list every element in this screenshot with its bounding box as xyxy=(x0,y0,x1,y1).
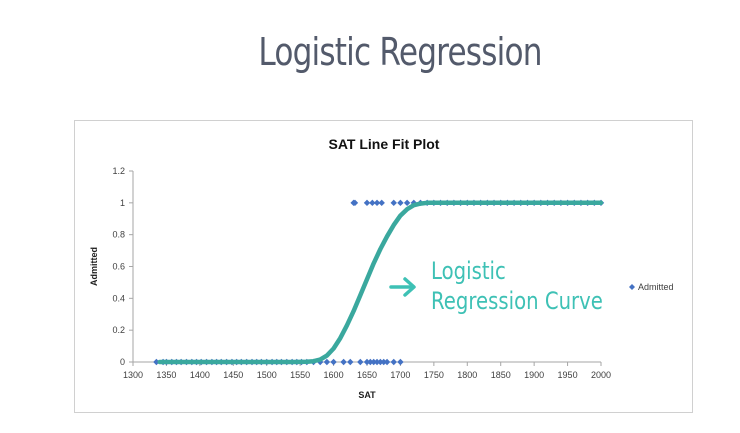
x-tick-label: 1850 xyxy=(491,370,511,380)
x-tick-label: 1550 xyxy=(290,370,310,380)
x-tick-label: 1750 xyxy=(424,370,444,380)
data-point xyxy=(153,358,160,366)
data-point xyxy=(378,199,385,207)
legend-label: Admitted xyxy=(638,282,674,292)
y-tick-label: 0.6 xyxy=(112,262,125,272)
y-tick-label: 0.4 xyxy=(112,293,125,303)
logistic-curve xyxy=(157,200,604,365)
slide-title: Logistic Regression xyxy=(258,30,542,74)
x-tick-label: 1450 xyxy=(223,370,243,380)
data-point xyxy=(390,358,397,366)
data-point xyxy=(357,358,364,366)
x-tick-label: 1300 xyxy=(123,370,143,380)
data-point xyxy=(340,358,347,366)
chart-title: SAT Line Fit Plot xyxy=(329,136,440,152)
y-axis-title: Admitted xyxy=(89,247,99,286)
data-point xyxy=(367,358,374,366)
data-point xyxy=(323,358,331,366)
data-point xyxy=(369,199,376,207)
data-point xyxy=(370,358,377,366)
data-point xyxy=(373,199,381,207)
x-tick-label: 1650 xyxy=(357,370,377,380)
data-point xyxy=(363,358,371,366)
data-point xyxy=(383,358,391,366)
x-tick-label: 1900 xyxy=(524,370,544,380)
chart-svg: SAT Line Fit Plot 0 0.2 0.4 0.6 0.8 1 1.2 1300 13… xyxy=(89,136,674,400)
data-point xyxy=(373,358,381,366)
y-tick-label: 1 xyxy=(120,198,125,208)
legend-marker xyxy=(629,284,635,290)
x-tick-label: 1500 xyxy=(257,370,277,380)
x-tick-label: 1950 xyxy=(558,370,578,380)
data-point xyxy=(397,358,404,366)
x-tick-label: 2000 xyxy=(591,370,611,380)
annotation-line-1: Logistic xyxy=(431,258,506,285)
data-point xyxy=(351,199,359,207)
data-point xyxy=(363,199,371,207)
annotation-line-2: Regression Curve xyxy=(431,288,603,315)
y-tick-label: 0 xyxy=(120,357,125,367)
data-point xyxy=(380,358,387,366)
y-tick-label: 1.2 xyxy=(112,166,125,176)
data-point xyxy=(403,199,411,207)
annotation-arrow-head xyxy=(403,277,416,297)
y-tick-label: 0.2 xyxy=(112,325,125,335)
y-tick-label: 0.8 xyxy=(112,230,125,240)
data-point xyxy=(347,358,354,366)
x-tick-label: 1800 xyxy=(457,370,477,380)
data-point xyxy=(330,358,337,366)
x-tick-label: 1400 xyxy=(190,370,210,380)
x-tick-label: 1350 xyxy=(156,370,176,380)
data-point xyxy=(390,199,397,207)
x-tick-label: 1700 xyxy=(390,370,410,380)
x-tick-label: 1600 xyxy=(324,370,344,380)
data-point xyxy=(397,199,404,207)
x-axis-title: SAT xyxy=(358,390,376,400)
data-point xyxy=(377,358,384,366)
chart-frame: SAT Line Fit Plot 0 0.2 0.4 0.6 0.8 1 1.2 1300 13… xyxy=(74,120,693,413)
